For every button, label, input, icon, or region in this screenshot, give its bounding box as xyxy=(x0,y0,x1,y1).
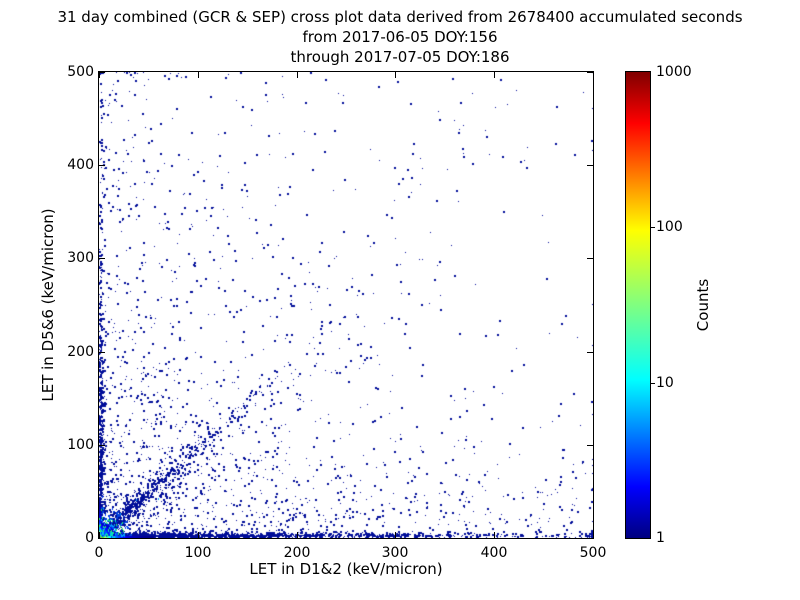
y-tick-mark xyxy=(99,538,105,539)
y-tick-label: 200 xyxy=(67,344,94,360)
x-tick-mark xyxy=(494,532,495,538)
chart-title-line-2: from 2017-06-05 DOY:156 xyxy=(302,28,498,46)
x-tick-mark-top xyxy=(494,72,495,78)
colorbar-tick-label: 10 xyxy=(656,375,674,391)
y-tick-mark-right xyxy=(587,165,593,166)
y-tick-label: 100 xyxy=(67,437,94,453)
colorbar-tick-mark xyxy=(650,383,655,384)
x-tick-mark-top xyxy=(395,72,396,78)
x-tick-label: 0 xyxy=(94,545,104,561)
colorbar xyxy=(625,71,651,539)
y-tick-mark-right xyxy=(587,352,593,353)
y-tick-label: 0 xyxy=(85,530,94,546)
plot-area xyxy=(98,71,594,539)
x-tick-label: 300 xyxy=(381,545,409,561)
x-tick-mark-top xyxy=(297,72,298,78)
x-tick-mark xyxy=(198,532,199,538)
y-tick-label: 300 xyxy=(67,250,94,266)
x-tick-mark xyxy=(593,532,594,538)
y-tick-label: 500 xyxy=(67,64,94,80)
x-tick-mark-top xyxy=(99,72,100,78)
x-tick-label: 100 xyxy=(184,545,212,561)
chart-title-line-1: 31 day combined (GCR & SEP) cross plot d… xyxy=(57,8,743,26)
y-tick-mark xyxy=(99,445,105,446)
colorbar-tick-label: 100 xyxy=(656,219,683,235)
chart-title-line-3: through 2017-07-05 DOY:186 xyxy=(290,48,510,66)
scatter-canvas xyxy=(99,72,593,538)
x-tick-mark xyxy=(99,532,100,538)
y-tick-mark-right xyxy=(587,72,593,73)
x-tick-mark-top xyxy=(198,72,199,78)
y-tick-mark xyxy=(99,352,105,353)
colorbar-tick-label: 1 xyxy=(656,530,665,546)
y-tick-mark-right xyxy=(587,445,593,446)
y-tick-label: 400 xyxy=(67,157,94,173)
x-axis-label: LET in D1&2 (keV/micron) xyxy=(249,560,443,578)
y-tick-mark xyxy=(99,258,105,259)
y-tick-mark-right xyxy=(587,258,593,259)
colorbar-tick-label: 1000 xyxy=(656,64,692,80)
y-tick-mark xyxy=(99,72,105,73)
x-tick-mark-top xyxy=(593,72,594,78)
x-tick-mark xyxy=(395,532,396,538)
y-tick-mark-right xyxy=(587,538,593,539)
x-tick-label: 200 xyxy=(283,545,311,561)
y-tick-mark xyxy=(99,165,105,166)
x-tick-label: 400 xyxy=(480,545,508,561)
colorbar-label: Counts xyxy=(694,278,712,332)
y-axis-label: LET in D5&6 (keV/micron) xyxy=(39,208,57,402)
x-tick-mark xyxy=(297,532,298,538)
chart-title-block: 31 day combined (GCR & SEP) cross plot d… xyxy=(0,7,800,67)
x-tick-label: 500 xyxy=(579,545,607,561)
colorbar-tick-mark xyxy=(650,227,655,228)
